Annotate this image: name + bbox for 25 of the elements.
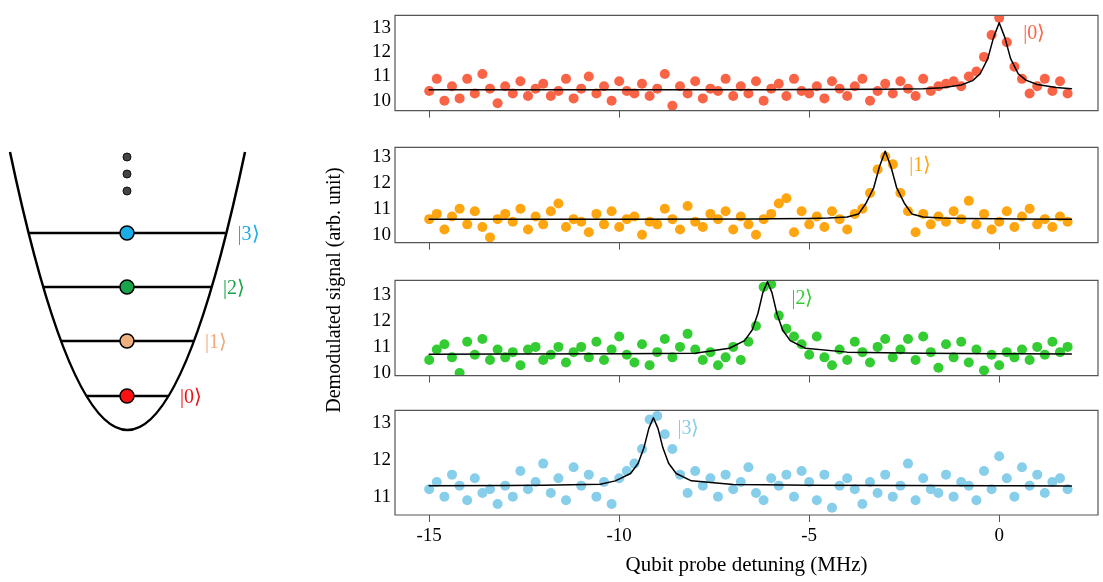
- y-tick-label: 13: [372, 144, 391, 166]
- y-tick-label: 10: [372, 222, 391, 244]
- y-tick-label: 11: [372, 484, 391, 506]
- y-tick-label: 11: [372, 334, 391, 356]
- y-tick-label: 10: [372, 360, 391, 382]
- x-tick-label: -10: [606, 524, 632, 546]
- y-tick-label: 13: [372, 15, 391, 37]
- y-axis-title: Demodulated signal (arb. unit): [321, 167, 345, 413]
- x-axis-title: Qubit probe detuning (MHz): [625, 551, 868, 576]
- y-tick-label: 13: [372, 282, 391, 304]
- x-tick-label: 0: [994, 524, 1004, 546]
- y-tick-label: 12: [372, 308, 391, 330]
- y-tick-label: 12: [372, 447, 391, 469]
- annotation: |3⟩: [677, 415, 700, 439]
- y-tick-label: 12: [372, 170, 391, 192]
- x-tick-label: -15: [416, 524, 442, 546]
- y-tick-label: 11: [372, 64, 391, 86]
- annotation: |0⟩: [1023, 20, 1046, 44]
- annotation: |1⟩: [909, 152, 932, 176]
- y-tick-label: 12: [372, 40, 391, 61]
- x-tick-label: -5: [801, 524, 818, 546]
- y-tick-label: 10: [372, 88, 391, 110]
- y-tick-label: 11: [372, 196, 391, 218]
- y-tick-label: 13: [372, 411, 391, 433]
- annotation: |2⟩: [791, 285, 814, 309]
